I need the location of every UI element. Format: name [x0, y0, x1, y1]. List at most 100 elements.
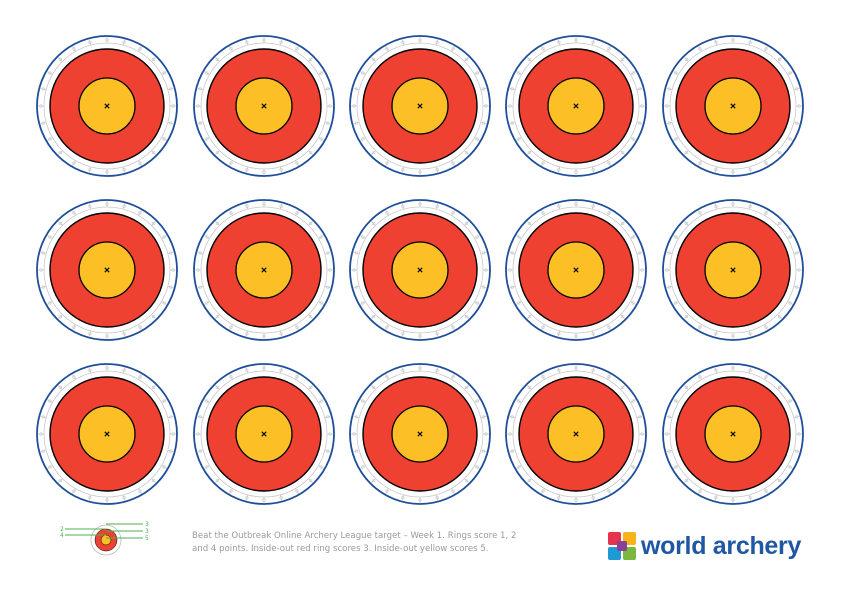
target-spoke-bead: [764, 47, 768, 51]
target-spoke: [607, 160, 611, 166]
target-spoke: [47, 301, 53, 305]
target-spoke: [318, 301, 324, 305]
target-spoke-bead: [778, 57, 782, 61]
target-spoke: [161, 235, 167, 239]
target-spoke: [370, 314, 376, 320]
target-spoke-bead: [482, 251, 486, 255]
target-spoke-bead: [631, 137, 635, 141]
target-spoke: [229, 46, 233, 52]
target-spoke: [151, 314, 157, 320]
target-spoke-bead: [152, 151, 156, 155]
target-spoke-bead: [435, 368, 439, 372]
target-spoke-bead: [631, 465, 635, 469]
target-spoke: [666, 415, 673, 419]
target-spoke-bead: [105, 38, 109, 42]
legend-label-right-3: 5: [145, 535, 149, 542]
target-spoke-bead: [748, 368, 752, 372]
target-spoke: [324, 415, 331, 419]
target-spoke-bead: [714, 496, 718, 500]
legend-label-left-2: 4: [60, 532, 64, 539]
target-center-mark: [104, 103, 110, 109]
scoring-legend: 2 4 3 3 5: [60, 521, 149, 556]
target-spoke-bead: [764, 375, 768, 379]
archery-target: [193, 199, 335, 341]
archery-target: [36, 199, 178, 341]
target-spoke-bead: [41, 87, 45, 91]
target-spoke-bead: [39, 432, 43, 436]
target-spoke: [122, 367, 126, 374]
target-spoke-bead: [152, 57, 156, 61]
target-spoke: [620, 56, 626, 62]
target-spoke-bead: [698, 47, 702, 51]
target-spoke-bead: [435, 496, 439, 500]
target-spoke-bead: [371, 57, 375, 61]
target-spoke-bead: [638, 87, 642, 91]
target-spoke-bead: [385, 161, 389, 165]
target-spoke-bead: [731, 334, 735, 338]
target-spoke: [435, 494, 439, 501]
target-spoke: [698, 374, 702, 380]
target-spoke: [666, 449, 673, 453]
target-spoke-bead: [245, 204, 249, 208]
target-spoke: [57, 150, 63, 156]
target-spoke: [630, 301, 636, 305]
target-spoke-bead: [58, 315, 62, 319]
target-spoke-bead: [435, 40, 439, 44]
target-spoke-bead: [748, 332, 752, 336]
target-spoke-bead: [667, 415, 671, 419]
target-spoke: [464, 56, 470, 62]
target-spoke-bead: [684, 385, 688, 389]
target-spoke-bead: [667, 285, 671, 289]
target-spoke: [72, 374, 76, 380]
target-spoke: [40, 251, 47, 255]
target-spoke-bead: [451, 161, 455, 165]
target-spoke-bead: [262, 366, 266, 370]
target-spoke: [88, 330, 92, 337]
target-spoke: [360, 399, 366, 403]
target-spoke-bead: [418, 498, 422, 502]
target-spoke: [204, 235, 210, 239]
target-spoke: [72, 488, 76, 494]
target-spoke-bead: [508, 104, 512, 108]
target-spoke: [47, 465, 53, 469]
target-spoke: [607, 324, 611, 330]
target-spoke: [748, 203, 752, 210]
target-spoke: [557, 330, 561, 337]
target-spoke-bead: [215, 385, 219, 389]
target-spoke: [385, 324, 389, 330]
target-spoke-bead: [198, 285, 202, 289]
target-center-mark: [104, 267, 110, 273]
caption-line-1: Beat the Outbreak Online Archery League …: [192, 531, 517, 541]
target-spoke-bead: [640, 104, 644, 108]
target-spoke-bead: [465, 385, 469, 389]
target-spoke: [591, 203, 595, 210]
target-spoke-bead: [674, 71, 678, 75]
target-spoke: [245, 166, 249, 173]
target-spoke-bead: [418, 334, 422, 338]
target-spoke-bead: [198, 87, 202, 91]
target-spoke: [636, 285, 643, 289]
target-spoke-bead: [361, 71, 365, 75]
target-spoke-bead: [122, 496, 126, 500]
target-spoke-bead: [591, 204, 595, 208]
target-spoke: [204, 465, 210, 469]
target-spoke: [673, 399, 679, 403]
target-spoke: [474, 465, 480, 469]
logo-center-purple: [617, 541, 627, 551]
target-spoke-bead: [229, 47, 233, 51]
target-spoke-bead: [401, 168, 405, 172]
target-spoke: [793, 87, 800, 91]
target-spoke-bead: [482, 87, 486, 91]
archery-target: [662, 199, 804, 341]
target-spoke-bead: [684, 315, 688, 319]
target-spoke: [245, 203, 249, 210]
target-spoke: [197, 87, 204, 91]
target-spoke-bead: [698, 489, 702, 493]
target-spoke: [474, 399, 480, 403]
target-spoke-bead: [465, 221, 469, 225]
target-spoke-bead: [788, 235, 792, 239]
target-spoke: [683, 150, 689, 156]
target-spoke-bead: [778, 221, 782, 225]
target-spoke: [451, 210, 455, 216]
target-spoke-bead: [122, 332, 126, 336]
